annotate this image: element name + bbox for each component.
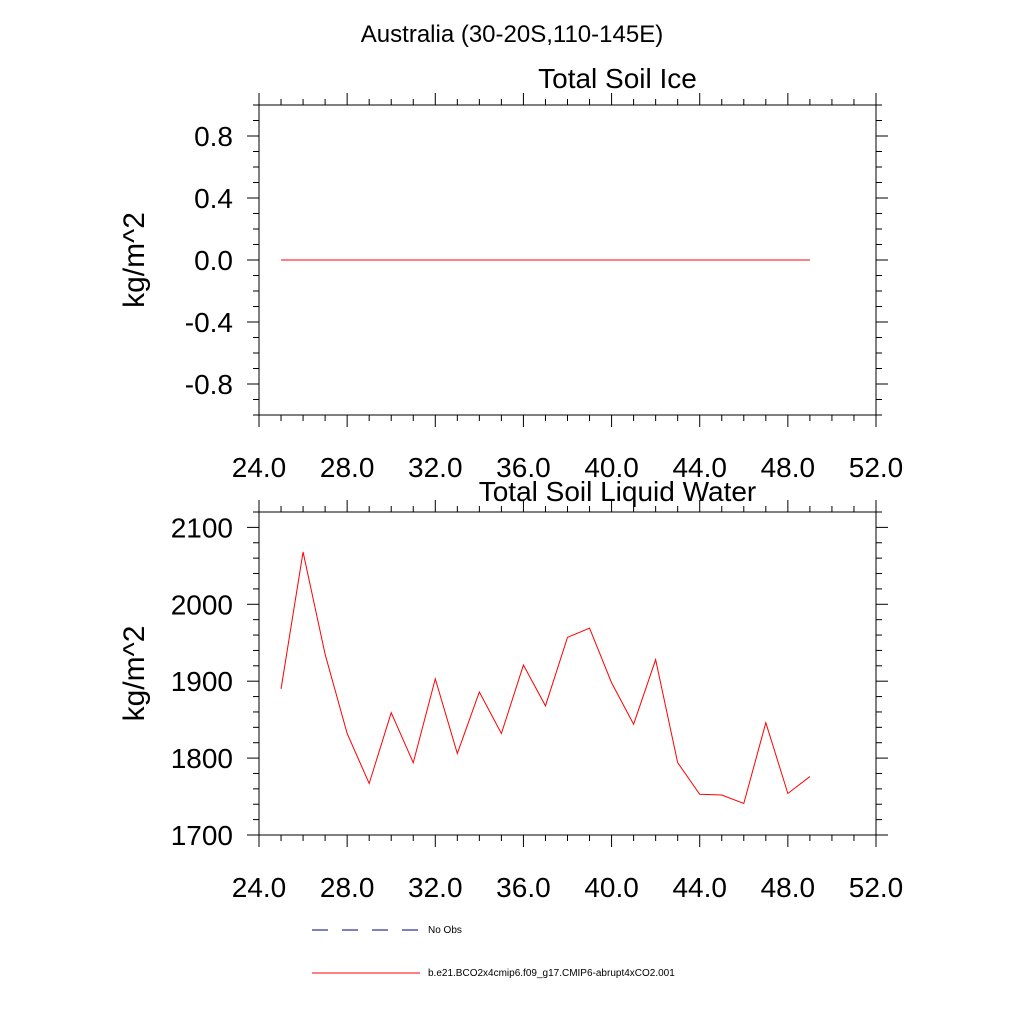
y-tick-label: -0.8 [185, 369, 233, 400]
x-tick-label: 24.0 [232, 452, 287, 483]
plot-frame [258, 511, 877, 836]
x-tick-label: 36.0 [496, 452, 551, 483]
y-tick-label: 1700 [171, 820, 233, 851]
y-tick-label: 0.0 [194, 245, 233, 276]
x-tick-label: 52.0 [849, 452, 904, 483]
x-tick-label: 32.0 [408, 452, 463, 483]
x-tick-label: 44.0 [672, 872, 727, 903]
y-tick-label: 0.8 [194, 121, 233, 152]
x-tick-label: 48.0 [761, 452, 816, 483]
x-tick-label: 36.0 [496, 872, 551, 903]
y-tick-label: 2100 [171, 512, 233, 543]
x-tick-label: 44.0 [672, 452, 727, 483]
y-tick-label: 2000 [171, 589, 233, 620]
page-title: Australia (30-20S,110-145E) [361, 21, 663, 48]
y-tick-label: 1800 [171, 743, 233, 774]
legend-label-no-obs: No Obs [428, 925, 462, 936]
series-line [280, 551, 811, 805]
x-tick-label: 40.0 [584, 452, 639, 483]
x-tick-label: 32.0 [408, 872, 463, 903]
x-tick-label: 52.0 [849, 872, 904, 903]
x-tick-label: 40.0 [584, 872, 639, 903]
chart-title: Total Soil Ice [538, 63, 697, 94]
y-tick-label: 0.4 [194, 183, 233, 214]
chart-title: Total Soil Liquid Water [479, 476, 757, 507]
legend-label-model: b.e21.BCO2x4cmip6.f09_g17.CMIP6-abrupt4x… [428, 968, 675, 979]
x-tick-label: 28.0 [320, 452, 375, 483]
legend: No Obs b.e21.BCO2x4cmip6.f09_g17.CMIP6-a… [312, 925, 675, 979]
x-tick-label: 48.0 [761, 872, 816, 903]
y-tick-label: 1900 [171, 666, 233, 697]
x-tick-label: 28.0 [320, 872, 375, 903]
y-axis-label: kg/m^2 [118, 626, 151, 722]
chart-total-soil-liquid-water: Total Soil Liquid Water kg/m^2 24.0 28.0 32.… [118, 476, 903, 903]
x-tick-label: 24.0 [232, 872, 287, 903]
y-tick-label: -0.4 [185, 307, 233, 338]
chart-total-soil-ice: Total Soil Ice kg/m^2 24.0 28.0 32.0 36.0 40.0… [118, 63, 903, 483]
y-axis-label: kg/m^2 [118, 212, 151, 308]
